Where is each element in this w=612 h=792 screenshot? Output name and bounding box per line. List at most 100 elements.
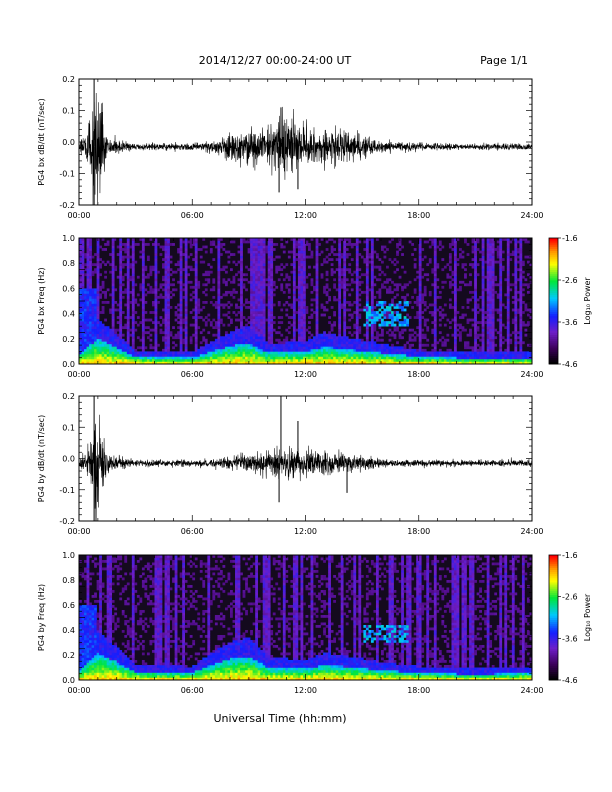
bx-spectrogram-cell bbox=[305, 328, 309, 332]
bx-spectrogram-cell bbox=[282, 343, 286, 347]
bx-spectrogram-cell bbox=[433, 351, 437, 355]
bx-spectrogram-cell bbox=[167, 273, 170, 277]
bx-spectrogram-cell bbox=[260, 333, 264, 337]
bx-spectrogram-cell bbox=[199, 361, 203, 365]
bx-spectrogram-cell bbox=[154, 308, 158, 312]
bx-spectrogram-cell bbox=[119, 240, 123, 244]
bx-spectrogram-cell bbox=[292, 280, 296, 284]
bx-spectrogram-cell bbox=[381, 311, 384, 314]
bx-spectrogram-cell bbox=[179, 285, 183, 289]
bx-spectrogram-cell bbox=[310, 250, 314, 254]
bx-spectrogram-cell bbox=[403, 356, 407, 360]
bx-spectrogram-cell bbox=[81, 318, 85, 322]
bx-spectrogram-cell bbox=[124, 358, 128, 362]
bx-spectrogram-cell bbox=[260, 323, 264, 327]
bx-spectrogram-cell bbox=[222, 265, 226, 269]
bx-spectrogram-cell bbox=[433, 290, 437, 294]
bx-spectrogram-cell bbox=[426, 278, 430, 282]
bx-spectrogram-cell bbox=[202, 348, 206, 352]
bx-spectrogram-cell bbox=[355, 348, 359, 352]
bx-spectrogram-cell bbox=[300, 238, 304, 241]
bx-spectrogram-cell bbox=[330, 270, 334, 274]
bx-spectrogram-cell bbox=[169, 331, 173, 335]
bx-spectrogram-cell bbox=[212, 288, 216, 292]
bx-spectrogram-cell bbox=[328, 253, 331, 256]
bx-spectrogram-cell bbox=[292, 265, 296, 269]
bx-spectrogram-cell bbox=[418, 343, 422, 347]
bx-spectrogram-cell bbox=[489, 336, 493, 340]
bx-spectrogram-cell bbox=[295, 353, 299, 357]
bx-spectrogram-cell bbox=[252, 250, 256, 254]
bx-spectrogram-cell bbox=[217, 275, 221, 279]
bx-spectrogram-cell bbox=[224, 353, 228, 357]
bx-spectrogram-cell bbox=[401, 358, 404, 362]
bx-spectrogram-cell bbox=[282, 351, 286, 355]
bx-spectrogram-cell bbox=[84, 288, 87, 292]
bx-spectrogram-cell bbox=[262, 258, 266, 261]
bx-spectrogram-cell bbox=[489, 295, 493, 299]
bx-spectrogram-cell bbox=[257, 341, 261, 345]
bx-spectrogram-cell bbox=[448, 358, 452, 362]
bx-spectrogram-cell bbox=[471, 318, 475, 322]
bx-spectrogram-cell bbox=[323, 288, 326, 292]
bx-spectrogram-cell bbox=[237, 356, 241, 360]
bx-spectrogram-cell bbox=[89, 248, 92, 251]
bx-spectrogram-cell bbox=[250, 263, 253, 267]
bx-spectrogram-cell bbox=[81, 361, 85, 365]
bx-spectrogram-cell bbox=[398, 306, 402, 309]
bx-spectrogram-cell bbox=[448, 280, 452, 284]
bx-spectrogram-cell bbox=[358, 308, 362, 312]
bx-spectrogram-cell bbox=[423, 356, 427, 360]
bx-spectrogram-cell bbox=[365, 353, 369, 357]
bx-spectrogram-cell bbox=[255, 278, 258, 282]
bx-spectrogram-cell bbox=[479, 308, 482, 312]
bx-spectrogram-cell bbox=[476, 353, 480, 357]
bx-spectrogram-cell bbox=[484, 288, 487, 292]
bx-spectrogram-cell bbox=[250, 328, 253, 332]
bx-spectrogram-cell bbox=[292, 351, 296, 355]
bx-spectrogram-cell bbox=[157, 356, 160, 360]
bx-spectrogram-cell bbox=[104, 328, 107, 332]
bx-spectrogram-cell bbox=[184, 245, 188, 249]
bx-spectrogram-cell bbox=[516, 278, 520, 282]
bx-spectrogram-cell bbox=[111, 346, 115, 350]
bx-spectrogram-cell bbox=[257, 323, 261, 327]
bx-spectrogram-cell bbox=[335, 298, 339, 302]
bx-spectrogram-cell bbox=[343, 348, 347, 352]
bx-spectrogram-cell bbox=[255, 273, 258, 277]
bx-spectrogram-cell bbox=[126, 356, 130, 360]
bx-spectrogram-cell bbox=[391, 333, 394, 337]
bx-spectrogram-cell bbox=[431, 361, 435, 365]
bx-spectrogram-cell bbox=[267, 333, 271, 337]
bx-spectrogram-cell bbox=[302, 313, 306, 317]
bx-spectrogram-cell bbox=[262, 343, 266, 347]
bx-spectrogram-cell bbox=[131, 253, 135, 256]
bx-spectrogram-cell bbox=[230, 268, 233, 272]
bx-spectrogram-cell bbox=[270, 348, 274, 352]
bx-spectrogram-cell bbox=[511, 250, 515, 254]
bx-spectrogram-cell bbox=[308, 321, 311, 324]
bx-spectrogram-cell bbox=[111, 248, 115, 251]
bx-spectrogram-cell bbox=[433, 285, 437, 289]
bx-spectrogram-cell bbox=[471, 358, 475, 362]
bx-spectrogram-cell bbox=[325, 273, 329, 277]
bx-spectrogram-cell bbox=[146, 336, 150, 340]
bx-spectrogram-cell bbox=[297, 338, 301, 342]
bx-spectrogram-cell bbox=[177, 326, 180, 330]
bx-spectrogram-cell bbox=[217, 243, 221, 246]
bx-spectrogram-cell bbox=[194, 343, 198, 347]
bx-spectrogram-cell bbox=[363, 308, 367, 312]
bx-spectrogram-cell bbox=[378, 343, 382, 347]
bx-spectrogram-cell bbox=[89, 353, 92, 357]
bx-spectrogram-cell bbox=[227, 316, 231, 319]
bx-spectrogram-cell bbox=[252, 258, 256, 261]
bx-spectrogram-cell bbox=[179, 331, 183, 335]
bx-spectrogram-cell bbox=[396, 303, 399, 307]
bx-spectrogram-cell bbox=[496, 358, 500, 362]
bx-spectrogram-cell bbox=[245, 326, 248, 330]
bx-spectrogram-cell bbox=[297, 326, 301, 330]
bx-spectrogram-cell bbox=[338, 311, 342, 314]
bx-spectrogram-cell bbox=[126, 280, 130, 284]
bx-spectrogram-cell bbox=[257, 353, 261, 357]
bx-spectrogram-cell bbox=[375, 238, 379, 241]
